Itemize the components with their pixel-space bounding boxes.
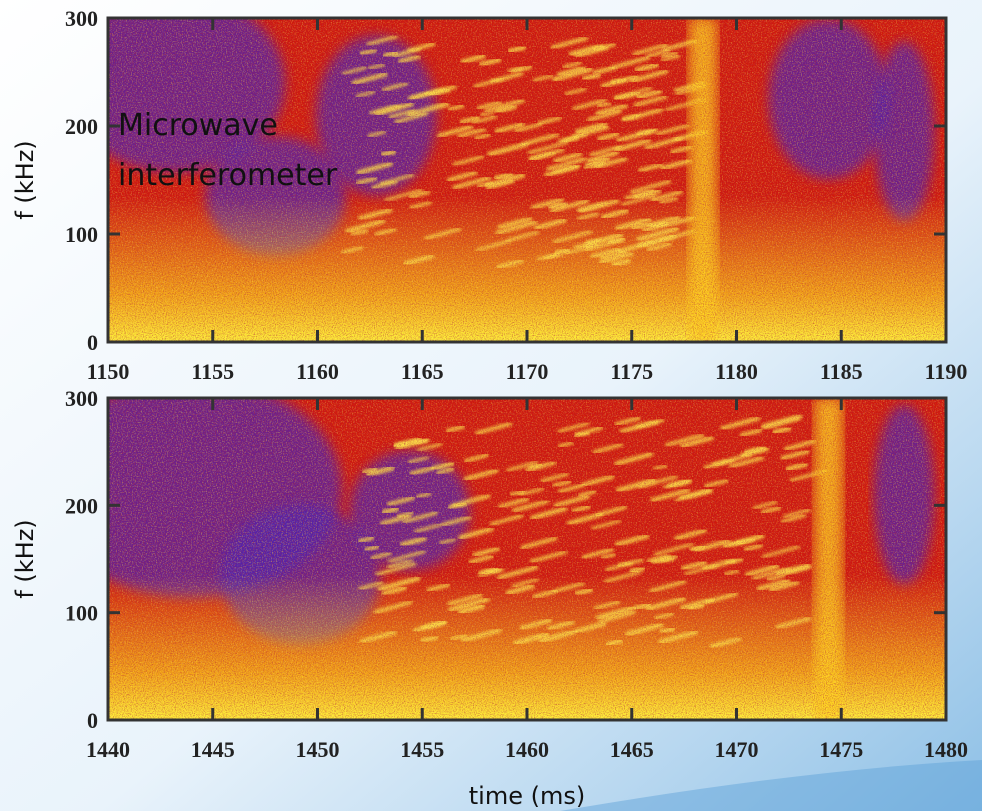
y-tick-label: 0	[87, 330, 98, 355]
y-tick-label: 0	[87, 708, 98, 733]
x-tick-label: 1170	[506, 359, 549, 384]
x-tick-label: 1440	[86, 737, 130, 762]
x-tick-label: 1150	[87, 359, 130, 384]
y-axis-label: f (kHz)	[11, 140, 39, 219]
speckle-bright	[108, 18, 946, 342]
x-axis-label: time (ms)	[469, 782, 585, 810]
x-tick-label: 1480	[924, 737, 968, 762]
x-tick-label: 1160	[296, 359, 339, 384]
spectrogram-image	[108, 398, 946, 720]
x-tick-label: 1190	[925, 359, 968, 384]
annotation: Microwave	[118, 108, 278, 143]
x-tick-label: 1155	[191, 359, 234, 384]
x-tick-label: 1460	[505, 737, 549, 762]
y-tick-label: 200	[65, 114, 98, 139]
x-tick-label: 1165	[401, 359, 444, 384]
background-swoosh	[560, 760, 982, 811]
x-tick-label: 1470	[715, 737, 759, 762]
annotation: interferometer	[118, 158, 338, 193]
x-tick-label: 1475	[819, 737, 863, 762]
x-tick-label: 1445	[191, 737, 235, 762]
spectrogram-image	[108, 18, 946, 342]
y-tick-label: 200	[65, 493, 98, 518]
x-tick-label: 1180	[715, 359, 758, 384]
speckle-bright	[108, 398, 946, 720]
x-tick-label: 1185	[820, 359, 863, 384]
x-tick-label: 1175	[610, 359, 653, 384]
y-tick-label: 100	[65, 601, 98, 626]
x-tick-label: 1450	[296, 737, 340, 762]
y-tick-label: 300	[65, 6, 98, 31]
y-axis-label: f (kHz)	[11, 519, 39, 598]
y-tick-label: 100	[65, 222, 98, 247]
y-tick-label: 300	[65, 386, 98, 411]
x-tick-label: 1465	[610, 737, 654, 762]
x-tick-label: 1455	[400, 737, 444, 762]
